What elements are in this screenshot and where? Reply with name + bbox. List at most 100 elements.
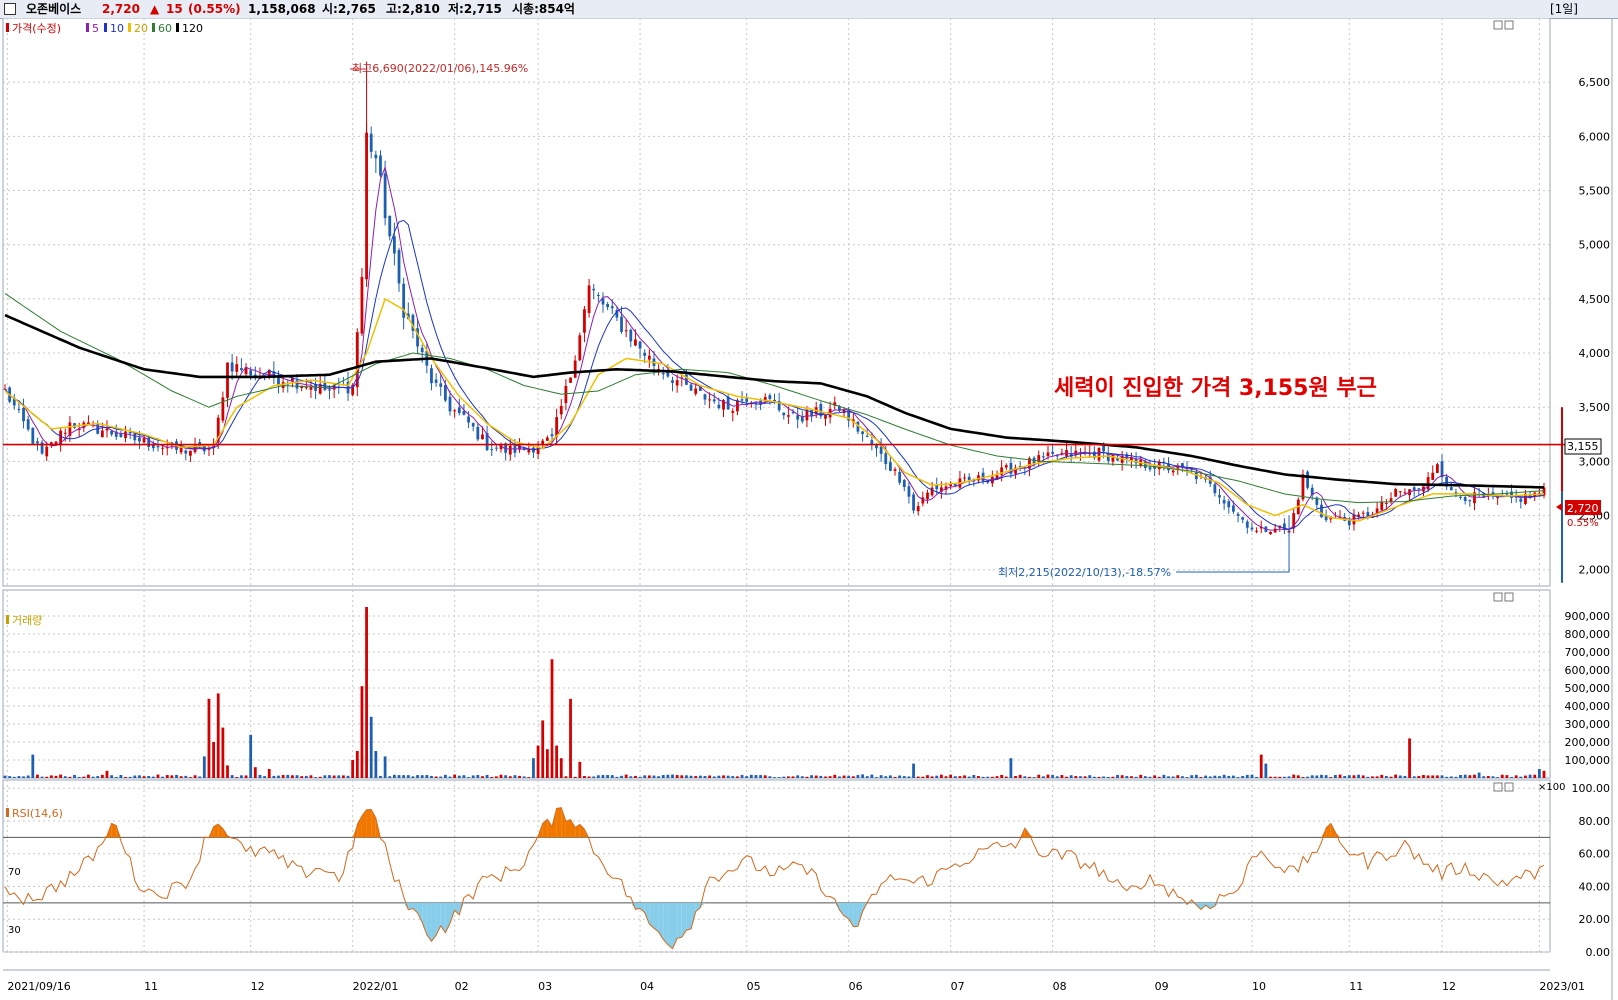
volume-bar <box>360 686 364 778</box>
volume-bar <box>1065 776 1068 778</box>
candle-body <box>564 385 568 404</box>
candle-body <box>1000 467 1004 475</box>
price-tick-label: 6,000 <box>1579 130 1611 143</box>
volume-bar <box>351 760 355 778</box>
volume-bar <box>573 776 577 778</box>
last-pct-label: 0.55% <box>1567 518 1599 529</box>
volume-bar <box>165 775 169 778</box>
volume-bar <box>244 775 248 778</box>
volume-bar <box>1079 776 1082 778</box>
candle-body <box>661 373 665 375</box>
candle-body <box>518 445 521 450</box>
volume-bar <box>388 776 392 778</box>
volume-bar <box>1167 776 1170 778</box>
candle-body <box>1028 458 1031 469</box>
volume-bar <box>624 774 628 778</box>
volume-bar <box>77 776 81 778</box>
candle-body <box>100 430 104 437</box>
candle-body <box>304 387 308 389</box>
candle-body <box>1394 489 1398 497</box>
volume-bar <box>1171 776 1175 778</box>
volume-bar <box>1181 776 1184 778</box>
volume-bar <box>443 774 447 778</box>
volume-bar <box>898 775 902 778</box>
pane-minimize-icon[interactable] <box>1493 782 1503 792</box>
candle-body <box>601 298 605 305</box>
candle-body <box>184 450 188 454</box>
volume-bar <box>1055 776 1059 778</box>
pane-minimize-icon[interactable] <box>1493 20 1503 30</box>
volume-bar <box>1426 775 1430 778</box>
volume-bar <box>1004 776 1008 778</box>
volume-bar <box>1477 772 1481 778</box>
date-tick-label: 05 <box>747 980 761 993</box>
rsi-oversold-fill <box>653 902 659 933</box>
volume-bar <box>1204 775 1207 778</box>
volume-bar <box>620 775 623 778</box>
volume-bar <box>481 776 484 778</box>
candle-body <box>875 445 878 449</box>
volume-bar <box>1519 776 1523 778</box>
volume-bar <box>634 775 637 778</box>
candle-body <box>647 355 651 360</box>
title-bar: 오존베이스 2,720 ▲ 15 (0.55%) 1,158,068 시:2,7… <box>0 0 1618 19</box>
volume-bar <box>342 775 345 778</box>
candle-body <box>494 447 498 449</box>
volume-bar <box>545 749 549 778</box>
candle-body <box>1218 495 1221 498</box>
price-tick-label: 4,000 <box>1579 347 1611 360</box>
rsi-line <box>4 807 1545 950</box>
pane-close-icon[interactable] <box>1504 782 1514 792</box>
candle-body <box>643 352 647 356</box>
volume-bar <box>773 777 776 778</box>
candle-body <box>1505 493 1509 495</box>
volume-bar <box>879 775 883 778</box>
candle-body <box>1412 487 1416 490</box>
candle-body <box>1009 462 1013 474</box>
candle-body <box>638 341 642 349</box>
candle-body <box>634 339 637 346</box>
candle-body <box>332 385 336 390</box>
date-tick-label: 02 <box>455 980 469 993</box>
candle-body <box>1153 466 1157 469</box>
market-cap: 시총:854억 <box>512 2 575 16</box>
legend-ma10-marker <box>104 23 107 32</box>
candle-body <box>156 445 160 448</box>
volume-tick-label: 600,000 <box>1565 664 1611 677</box>
volume-bar <box>796 775 800 778</box>
checkbox-icon[interactable] <box>4 3 16 15</box>
pane-close-icon[interactable] <box>1504 20 1514 30</box>
volume-bar <box>63 776 67 778</box>
volume-bar <box>1134 776 1138 778</box>
volume-bar <box>1250 774 1254 778</box>
volume-bar <box>318 776 322 778</box>
pane-close-icon[interactable] <box>1504 592 1514 602</box>
candle-body <box>374 154 378 159</box>
candle-body <box>916 506 920 512</box>
candle-body <box>1301 474 1305 500</box>
volume-bar <box>1338 774 1342 778</box>
pane-minimize-icon[interactable] <box>1493 592 1503 602</box>
volume-bar <box>1190 775 1194 778</box>
volume-bar <box>485 774 489 778</box>
volume-bar <box>513 775 517 778</box>
volume-bar <box>1041 776 1045 778</box>
candle-body <box>833 402 837 406</box>
candle-body <box>921 497 925 504</box>
candle-body <box>244 367 248 375</box>
candle-body <box>138 437 141 442</box>
volume-bar <box>212 742 215 778</box>
volume-bar <box>1023 776 1027 778</box>
candle-body <box>1482 493 1486 498</box>
volume-bar <box>856 775 860 778</box>
volume-bar <box>1491 776 1495 778</box>
candle-body <box>800 417 804 422</box>
volume-bar <box>1199 777 1203 778</box>
volume-bar <box>671 774 674 778</box>
volume-bar <box>902 776 906 778</box>
candle-body <box>666 371 670 377</box>
rsi-oversold-fill <box>23 902 29 905</box>
period-selector[interactable]: [1일] <box>1549 2 1578 16</box>
candle-body <box>930 487 934 496</box>
volume-bar <box>1130 776 1133 778</box>
